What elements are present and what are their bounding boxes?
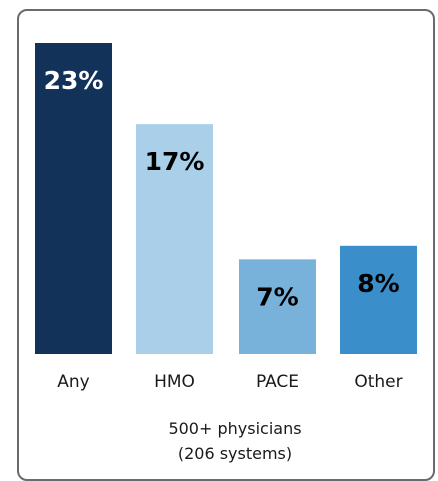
bar-hmo [136, 124, 213, 354]
bar-any [35, 43, 112, 354]
value-label-pace: 7% [256, 282, 298, 311]
bars-group [35, 43, 417, 354]
footnote-line-1: 500+ physicians [168, 419, 301, 438]
category-label-pace: PACE [256, 372, 299, 392]
footnote-line-2: (206 systems) [178, 444, 292, 463]
category-label-any: Any [57, 372, 89, 392]
category-label-other: Other [354, 372, 402, 392]
category-label-hmo: HMO [154, 372, 195, 392]
value-label-any: 23% [44, 66, 104, 95]
value-labels-group: 23% 17% 7% 8% [44, 66, 400, 311]
bar-pace [239, 259, 316, 354]
bar-other [340, 245, 417, 354]
value-label-other: 8% [357, 269, 399, 298]
category-labels-group: Any HMO PACE Other [57, 372, 402, 392]
value-label-hmo: 17% [145, 147, 205, 176]
